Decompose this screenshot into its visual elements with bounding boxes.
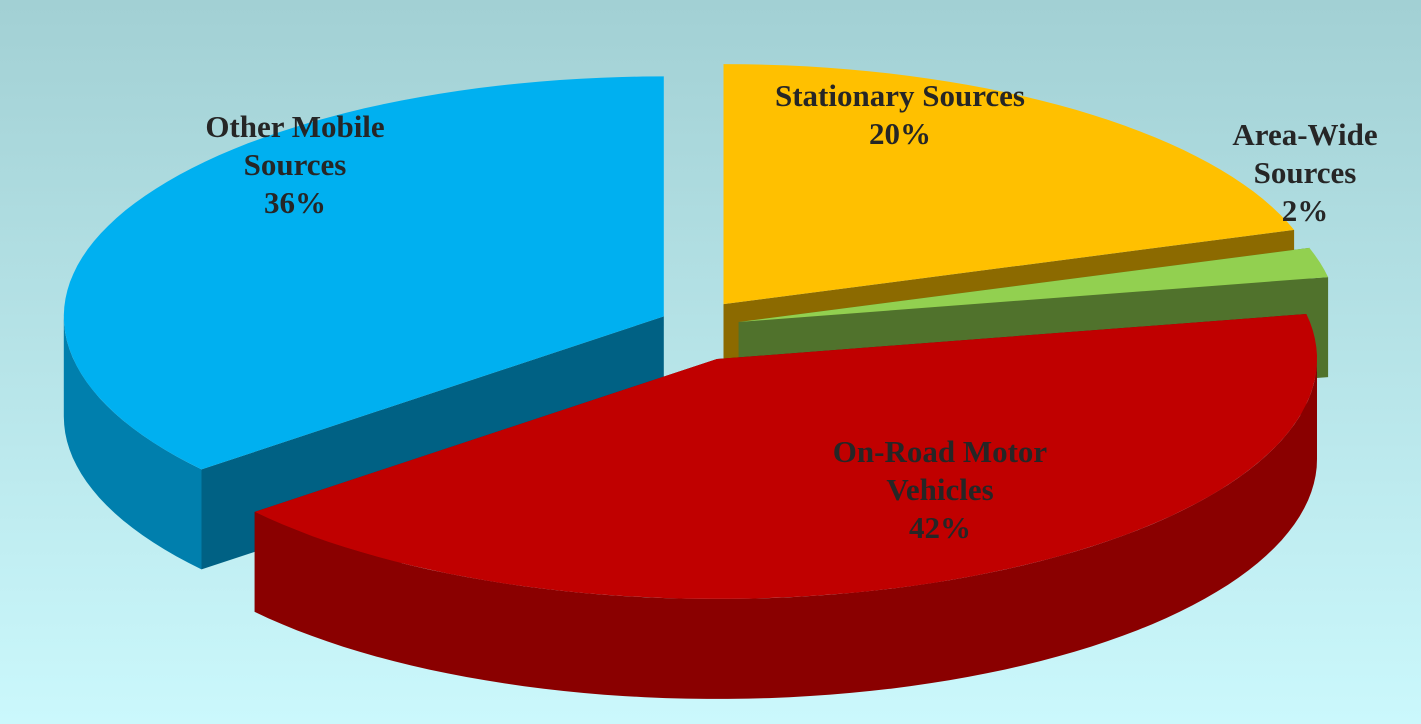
value-label: 20% [869, 116, 931, 151]
slice-wall [63, 316, 202, 570]
slice [254, 314, 1318, 599]
data-label: Other Mobile Sources 36% [165, 108, 425, 222]
category-label: Stationary Sources [774, 78, 1025, 113]
value-label: 2% [1281, 193, 1329, 228]
value-label: 42% [909, 510, 971, 545]
data-label: On-Road Motor Vehicles 42% [790, 433, 1090, 547]
data-label: Area-Wide Sources 2% [1220, 116, 1390, 230]
value-label: 36% [264, 185, 326, 220]
category-label: On-Road Motor Vehicles [832, 434, 1048, 507]
slice [254, 314, 1318, 699]
category-label: Other Mobile Sources [205, 109, 385, 182]
data-label: Stationary Sources 20% [690, 77, 1110, 153]
category-label: Area-Wide Sources [1232, 117, 1378, 190]
slice-wall [254, 359, 1318, 699]
slice [63, 76, 664, 470]
slice [723, 64, 1295, 305]
slice [738, 247, 1329, 322]
